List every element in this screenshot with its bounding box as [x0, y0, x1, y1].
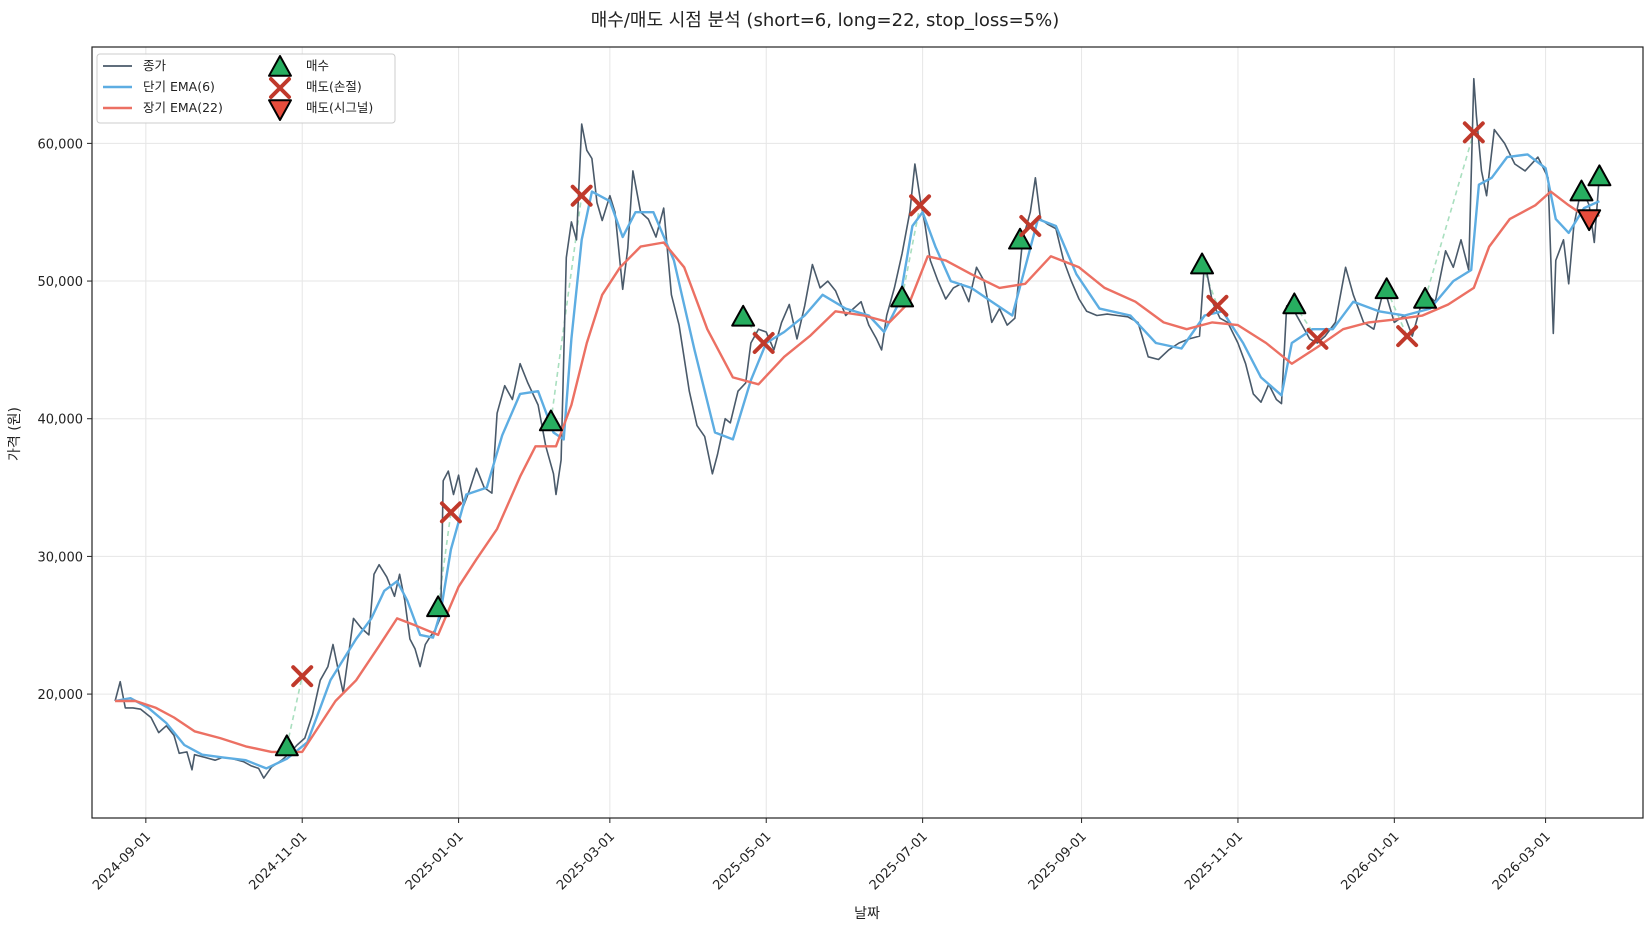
trade-link [1293, 304, 1319, 340]
sell-stop-marker [909, 194, 932, 217]
legend-marker-buy [268, 55, 292, 77]
buy-marker [890, 285, 915, 308]
sell-stop-markers [291, 121, 1485, 688]
legend-label-buy: 매수 [306, 58, 329, 73]
buy-marker [1190, 252, 1215, 275]
x-axis-title: 날짜 [854, 906, 880, 922]
legend-label-sell-signal: 매도(시그널) [306, 100, 373, 115]
sell-stop-marker [439, 501, 462, 524]
sell-stop-marker [1396, 325, 1419, 348]
y-tick-label: 30,000 [38, 550, 84, 565]
x-tick-label: 2024-09-01 [90, 829, 154, 893]
legend-buy-triangle [268, 55, 292, 77]
y-axis-title: 가격 (원) [7, 407, 23, 461]
legend-box [96, 53, 396, 124]
x-tick-label: 2026-03-01 [1490, 829, 1554, 893]
sell-stop-marker [291, 665, 314, 688]
sell-stop-marker [1206, 294, 1229, 317]
x-grid-lines [145, 47, 1547, 818]
legend-label-ema-short: 단기 EMA(6) [143, 79, 215, 94]
trade-link [1424, 132, 1475, 300]
trade-links [286, 132, 1475, 747]
plot-area [114, 77, 1612, 779]
buy-marker [1282, 292, 1307, 315]
sell-signal-marker [1577, 209, 1602, 232]
trade-link [437, 512, 452, 608]
y-tick-label: 50,000 [38, 275, 84, 290]
buy-markers [274, 164, 1612, 757]
sell-stop-marker [1019, 214, 1042, 237]
ema-long-line [115, 190, 1600, 754]
buy-marker [1008, 227, 1033, 250]
trade-link [286, 676, 303, 747]
sell-stop-marker [1462, 121, 1485, 144]
legend-signal-triangle [268, 99, 292, 121]
chart-title: 매수/매도 시점 분석 (short=6, long=22, stop_loss… [591, 10, 1060, 31]
legend-label-sell-stop: 매도(손절) [306, 79, 362, 94]
sell-stop-marker [570, 184, 593, 207]
y-tick-label: 60,000 [38, 137, 84, 152]
x-tick-label: 2025-03-01 [554, 829, 618, 893]
x-tick-label: 2026-01-01 [1339, 829, 1403, 893]
buy-marker [274, 734, 299, 757]
x-tick-label: 2025-11-01 [1182, 829, 1246, 893]
buy-marker [1569, 179, 1594, 202]
trade-link [901, 205, 921, 298]
buy-marker [426, 595, 451, 618]
close-price-line [114, 77, 1601, 779]
buy-marker [538, 409, 563, 432]
legend-stop-cross [269, 77, 291, 99]
x-axis: 2024-09-01 2024-11-01 2025-01-01 2025-03-01… [90, 818, 1554, 893]
legend-label-ema-long: 장기 EMA(22) [143, 100, 223, 115]
ema-short-line [114, 153, 1600, 770]
sell-stop-marker [752, 332, 775, 355]
sell-stop-marker [1306, 327, 1329, 350]
y-tick-label: 40,000 [38, 413, 84, 428]
y-axis: 20,000 30,000 40,000 50,000 60,000 [38, 137, 92, 703]
x-tick-label: 2025-01-01 [403, 829, 467, 893]
buy-marker [1374, 277, 1399, 300]
x-tick-label: 2025-09-01 [1026, 829, 1090, 893]
legend-marker-sell-stop [269, 77, 291, 99]
legend: 종가 단기 EMA(6) 장기 EMA(22) 매수 매도(손절) 매도(시그널… [96, 53, 396, 124]
legend-marker-sell-signal [268, 99, 292, 121]
legend-label-close: 종가 [143, 58, 167, 73]
sell-signal-markers [1577, 209, 1602, 232]
x-tick-label: 2024-11-01 [246, 829, 310, 893]
buy-marker [1587, 164, 1612, 187]
y-grid-lines [92, 142, 1643, 695]
plot-frame [91, 46, 1644, 819]
buy-marker [1413, 286, 1438, 309]
x-tick-label: 2025-05-01 [710, 829, 774, 893]
x-tick-label: 2025-07-01 [867, 829, 931, 893]
y-tick-label: 20,000 [38, 688, 84, 703]
buy-marker [731, 304, 756, 327]
